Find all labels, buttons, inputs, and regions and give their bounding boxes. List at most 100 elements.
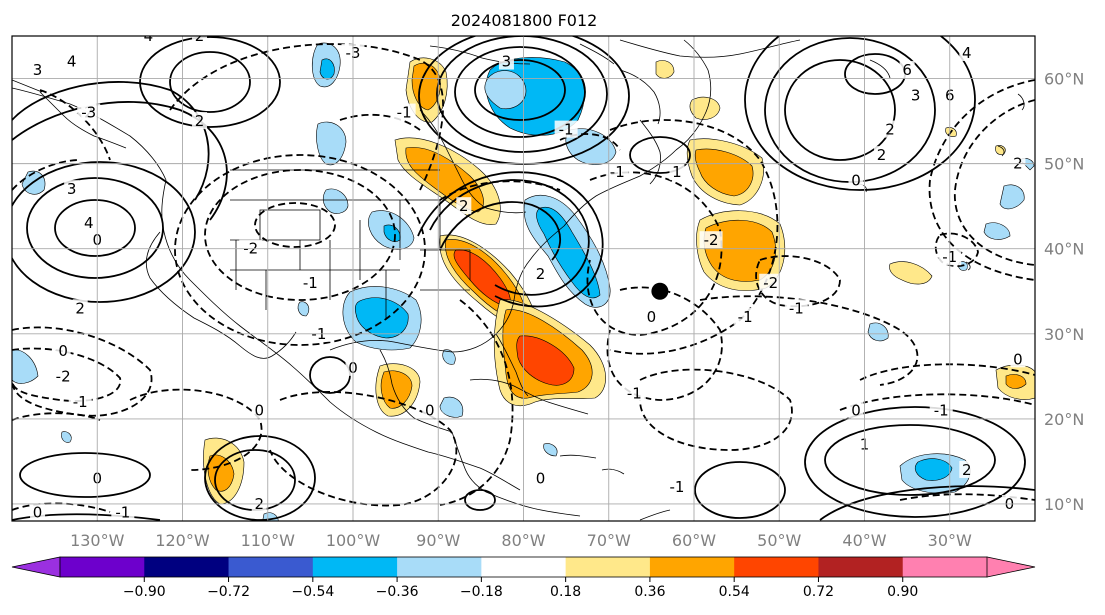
- latitude-tick-labels: 60°N 50°N 40°N 30°N 20°N 10°N: [1044, 70, 1084, 514]
- contour-label: -1: [610, 163, 625, 181]
- contour-label-bg: [30, 503, 46, 521]
- contour-label-bg: [392, 103, 416, 121]
- contour-label-bg: [30, 61, 46, 79]
- contour-label: 2: [459, 197, 469, 215]
- contour-label: -1: [303, 274, 318, 292]
- contour-label-bg: [81, 214, 97, 232]
- longitude-tick-labels: 130°W 120°W 110°W 100°W 90°W 80°W 70°W 60°W 50°W…: [70, 531, 972, 550]
- colorbar-segment: [565, 557, 651, 577]
- colorbar-tick-label: 0.54: [719, 584, 750, 600]
- contour-label-bg: [533, 469, 549, 487]
- colorbar-segment: [144, 557, 230, 577]
- contour-label: 2: [962, 461, 972, 479]
- contour-label-bg: [874, 146, 890, 164]
- contour-label-bg: [533, 265, 549, 283]
- contour-label-bg: [55, 341, 71, 359]
- contour-label: 2: [536, 265, 546, 283]
- contour-label: -2: [763, 274, 778, 292]
- colorbar: −0.90 −0.72 −0.54 −0.36 −0.18 0.18 0.36 0.54 0.7…: [11, 556, 1036, 600]
- contour-label-bg: [554, 120, 578, 138]
- contour-label-bg: [64, 180, 80, 198]
- contour-label: 2: [195, 27, 205, 45]
- longitude-tick-label: 70°W: [587, 531, 631, 550]
- colorbar-tick-label: −0.36: [376, 584, 419, 600]
- colorbar-segment: [481, 557, 567, 577]
- contour-label-bg: [192, 112, 208, 130]
- colorbar-tick-label: 0.36: [634, 584, 665, 600]
- contour-label: 3: [67, 180, 77, 198]
- contour-label: 0: [58, 342, 68, 360]
- contour-label: 2: [195, 112, 205, 130]
- contour-label: 4: [144, 27, 154, 45]
- colorbar-tick-label: 0.18: [550, 584, 581, 600]
- contour-label-bg: [699, 231, 723, 249]
- longitude-tick-label: 40°W: [842, 531, 886, 550]
- contour-label: 0: [647, 308, 657, 326]
- longitude-tick-label: 120°W: [155, 531, 210, 550]
- map-frame: [11, 35, 1036, 522]
- contour-label-bg: [1001, 494, 1017, 512]
- latitude-tick-label: 50°N: [1044, 155, 1084, 174]
- contour-label: 0: [33, 503, 43, 521]
- contour-label: 0: [851, 172, 861, 190]
- contour-label-bg: [665, 477, 689, 495]
- contour-label-bg: [111, 503, 135, 521]
- colorbar-segment: [228, 557, 314, 577]
- contour-label-bg: [643, 307, 659, 325]
- contour-label-bg: [908, 86, 924, 104]
- contour-label: -1: [627, 384, 642, 402]
- contour-label: 4: [84, 214, 94, 232]
- contour-label: -1: [669, 478, 684, 496]
- graticule: [12, 36, 1035, 521]
- contour-label: 2: [885, 121, 895, 139]
- longitude-tick-label: 50°W: [757, 531, 801, 550]
- contour-label-bg: [848, 401, 864, 419]
- colorbar-segment: [649, 557, 735, 577]
- latitude-tick-label: 30°N: [1044, 325, 1084, 344]
- contour-label: 0: [425, 401, 435, 419]
- map-area: 3424223402-3-2-3-1-1-10-2-100-100200-11-…: [12, 27, 1035, 521]
- colorbar-over-triangle: [986, 556, 1036, 578]
- contour-label: -1: [789, 299, 804, 317]
- colorbar-outline: [59, 556, 988, 578]
- contour-label-bg: [422, 401, 438, 419]
- contour-label: 0: [851, 401, 861, 419]
- contours-positive: [12, 36, 1035, 521]
- contour-label-bg: [784, 299, 808, 317]
- contour-label-bg: [669, 163, 685, 181]
- longitude-tick-label: 130°W: [70, 531, 125, 550]
- contour-label-bg: [959, 460, 975, 478]
- colorbar-tick-label: 0.72: [803, 584, 834, 600]
- colorbar-segment: [60, 557, 145, 577]
- contour-label-bg: [251, 401, 267, 419]
- longitude-tick-label: 110°W: [241, 531, 296, 550]
- contour-label-bg: [72, 299, 88, 317]
- map-title: 2024081800 F012: [451, 11, 598, 30]
- contour-label-bg: [959, 44, 975, 62]
- contour-label-bg: [51, 367, 75, 385]
- contour-label-bg: [899, 61, 915, 79]
- contours-negative: [12, 43, 1035, 513]
- latitude-tick-label: 40°N: [1044, 240, 1084, 259]
- colorbar-segment: [312, 557, 398, 577]
- latitude-tick-label: 20°N: [1044, 410, 1084, 429]
- colorbar-tick-label: −0.54: [291, 584, 334, 600]
- contour-label: 3: [33, 61, 43, 79]
- contour-label-bg: [192, 36, 208, 44]
- colorbar-segment: [397, 557, 482, 577]
- contour-label: 0: [536, 469, 546, 487]
- contour-label: -2: [704, 231, 719, 249]
- colorbar-segment: [902, 557, 988, 577]
- contour-label: 3: [911, 87, 921, 105]
- contour-label: 4: [67, 53, 77, 71]
- contour-label: -1: [934, 401, 949, 419]
- contour-label-bg: [1010, 154, 1026, 172]
- contour-label-bg: [605, 163, 629, 181]
- contour-label-bg: [251, 494, 267, 512]
- contour-label: -1: [73, 393, 88, 411]
- contour-label: -1: [397, 104, 412, 122]
- contour-label-bg: [848, 171, 864, 189]
- contour-label: -3: [81, 104, 96, 122]
- contour-label-bg: [759, 273, 783, 291]
